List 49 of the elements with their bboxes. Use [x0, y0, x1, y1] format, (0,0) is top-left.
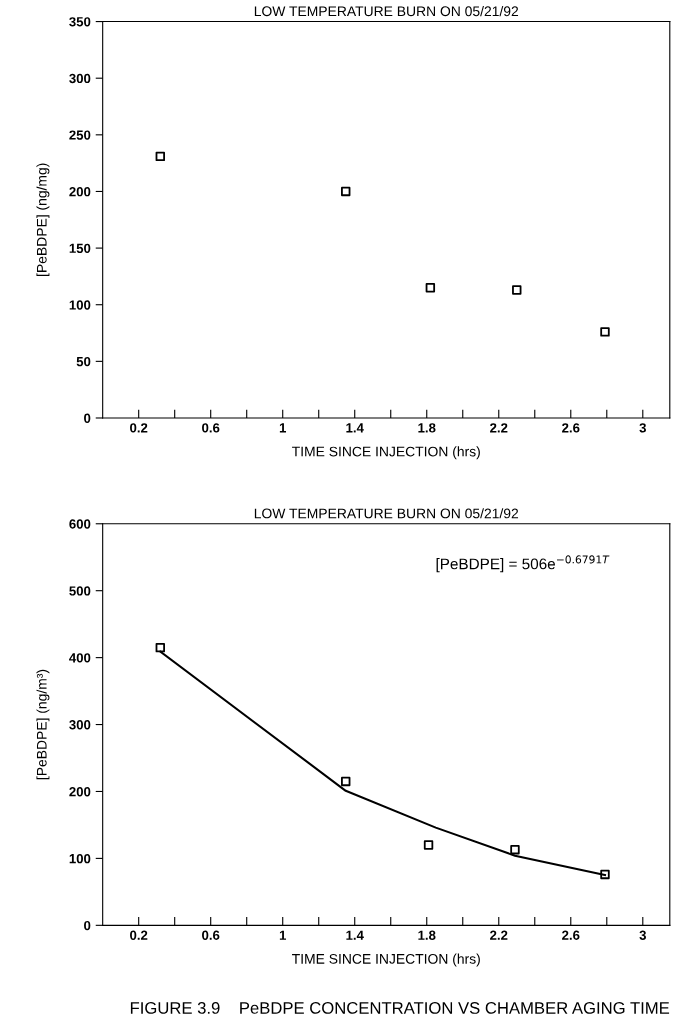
x-tick-label: 3	[639, 423, 646, 433]
x-tick-label: 2.6	[562, 930, 580, 940]
y-axis-title: [PeBDPE] (ng/mg)	[36, 163, 50, 276]
x-tick-label: 0.6	[202, 423, 220, 433]
y-tick-label: 500	[69, 586, 91, 596]
y-tick-label: 200	[69, 787, 91, 797]
x-tick-label: 2.2	[490, 930, 508, 940]
y-tick-label: 100	[69, 300, 91, 310]
point	[341, 186, 351, 197]
point	[600, 869, 610, 880]
y-tick-label: 250	[69, 130, 91, 140]
point	[341, 776, 351, 787]
y-tick-label: 300	[69, 720, 91, 730]
point	[423, 840, 434, 850]
x-tick-label: 0.6	[202, 930, 220, 940]
x-tick-label: 3	[639, 930, 646, 940]
point	[600, 327, 610, 337]
point	[512, 285, 522, 295]
x-tick-label: 1	[279, 930, 287, 940]
x-tick-label: 1	[279, 423, 287, 433]
y-tick-label: 0	[84, 413, 91, 423]
point	[155, 642, 166, 653]
x-tick-label: 0.2	[130, 423, 148, 433]
x-tick-label: 0.2	[130, 930, 148, 940]
x-axis-title: TIME SINCE INJECTION (hrs)	[292, 953, 480, 967]
y-tick-label: 600	[69, 519, 91, 529]
x-tick-label: 2.6	[562, 423, 580, 433]
x-tick-label: 1.8	[418, 423, 436, 433]
chart-title: LOW TEMPERATURE BURN ON 05/21/92	[254, 5, 519, 17]
x-tick-label: 1.8	[418, 930, 436, 940]
y-tick-label: 150	[69, 243, 91, 253]
point	[510, 844, 520, 855]
y-tick-label: 350	[69, 17, 91, 27]
y-tick-label: 400	[69, 653, 91, 663]
annotation: [PeBDPE] = 506e$^{−0.6791T}$	[436, 555, 610, 573]
y-tick-label: 200	[69, 187, 91, 197]
y-axis-title: [PeBDPE] (ng/m³)	[36, 669, 50, 780]
x-tick-label: 1.4	[346, 930, 364, 940]
y-tick-label: 0	[84, 920, 91, 931]
y-tick-label: 300	[69, 73, 91, 84]
point	[155, 151, 166, 162]
x-tick-label: 1.4	[346, 423, 364, 433]
point	[425, 283, 436, 293]
y-tick-label: 100	[69, 853, 91, 864]
x-tick-label: 2.2	[490, 423, 508, 433]
x-axis-title: TIME SINCE INJECTION (hrs)	[292, 446, 480, 460]
chart-title: LOW TEMPERATURE BURN ON 05/21/92	[254, 508, 519, 519]
caption: FIGURE 3.9 PeBDPE CONCENTRATION VS CHAMBER AGING TIME	[130, 1002, 670, 1014]
y-tick-label: 50	[76, 356, 91, 367]
